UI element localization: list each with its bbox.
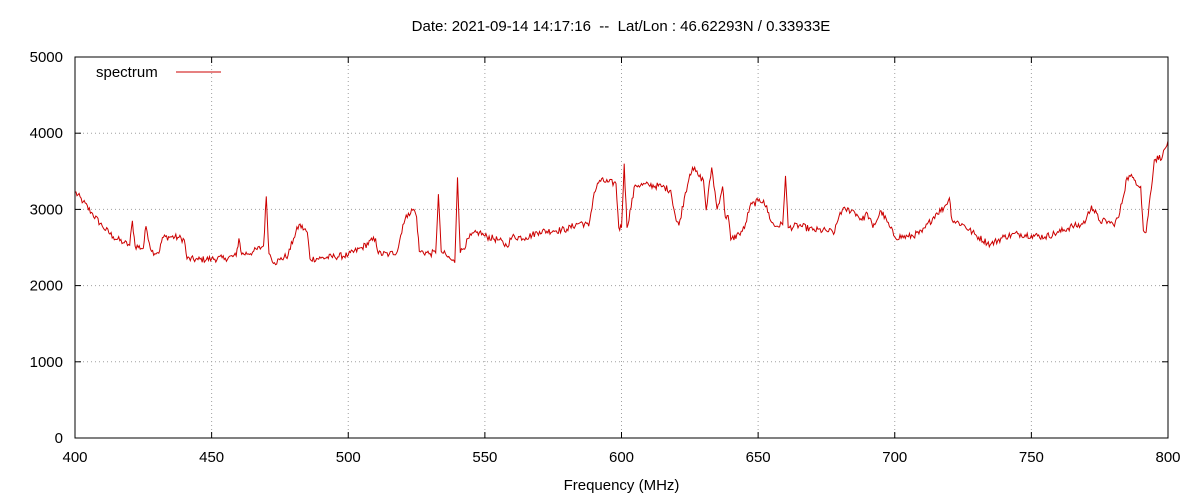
y-tick-label: 2000 bbox=[30, 278, 63, 295]
y-tick-label: 5000 bbox=[30, 49, 63, 66]
series-layer bbox=[74, 140, 1169, 266]
x-axis-label: Frequency (MHz) bbox=[563, 477, 680, 494]
plot-frame bbox=[74, 56, 1169, 439]
x-tick-label: 550 bbox=[472, 449, 497, 466]
x-tick-label: 700 bbox=[882, 449, 907, 466]
x-tick-label: 400 bbox=[62, 449, 87, 466]
x-tick-label: 600 bbox=[609, 449, 634, 466]
y-tick-label: 3000 bbox=[30, 201, 63, 218]
legend-label-spectrum: spectrum bbox=[96, 64, 158, 81]
x-tick-label: 800 bbox=[1155, 449, 1180, 466]
y-tick-label: 0 bbox=[55, 430, 63, 447]
x-tick-label: 750 bbox=[1019, 449, 1044, 466]
x-tick-label: 650 bbox=[746, 449, 771, 466]
y-tick-label: 1000 bbox=[30, 354, 63, 371]
legend: spectrum bbox=[96, 64, 221, 81]
x-tick-label: 450 bbox=[199, 449, 224, 466]
x-tick-label: 500 bbox=[336, 449, 361, 466]
grid-lines bbox=[75, 57, 1168, 438]
axis-ticks: 400 450 500 550 600 650 700 750 800 0 1000 2000 3000… bbox=[30, 49, 1181, 466]
chart-title: Date: 2021-09-14 14:17:16 -- Lat/Lon : 4… bbox=[411, 18, 831, 35]
series-line-spectrum bbox=[74, 140, 1169, 266]
y-tick-label: 4000 bbox=[30, 125, 63, 142]
